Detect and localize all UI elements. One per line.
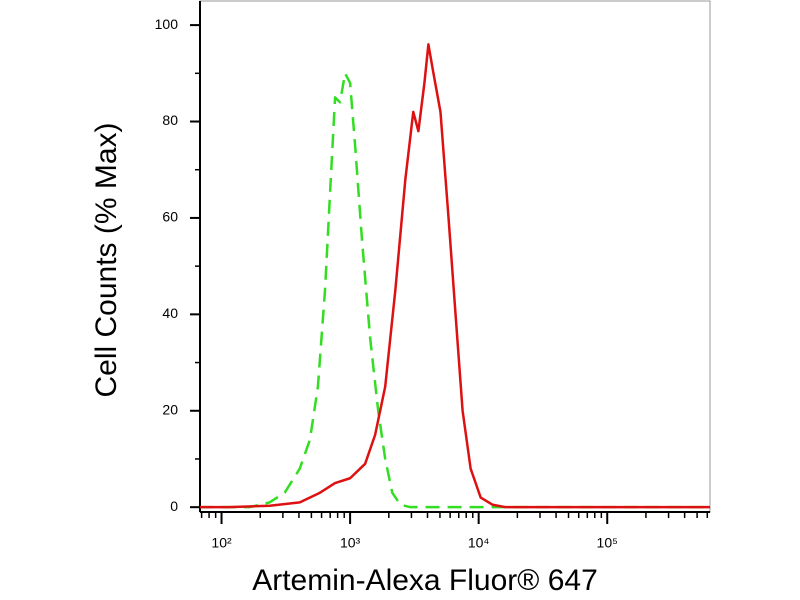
y-axis-title: Cell Counts (% Max)	[90, 122, 123, 397]
y-tick-label: 20	[162, 401, 178, 417]
y-tick-label: 60	[162, 209, 178, 225]
x-tick-label: 10⁴	[468, 535, 490, 551]
y-tick-label: 80	[162, 112, 178, 128]
series-line	[200, 72, 710, 509]
x-tick-label: 10³	[340, 535, 361, 551]
y-tick-label: 100	[155, 16, 179, 32]
x-tick-label: 10⁵	[597, 535, 618, 551]
plot-frame	[199, 0, 711, 513]
x-tick-label: 10²	[211, 535, 232, 551]
x-axis-title: Artemin-Alexa Fluor® 647	[252, 564, 598, 597]
y-tick-label: 40	[162, 305, 178, 321]
series-line	[200, 43, 710, 509]
y-tick-label: 0	[170, 498, 178, 514]
